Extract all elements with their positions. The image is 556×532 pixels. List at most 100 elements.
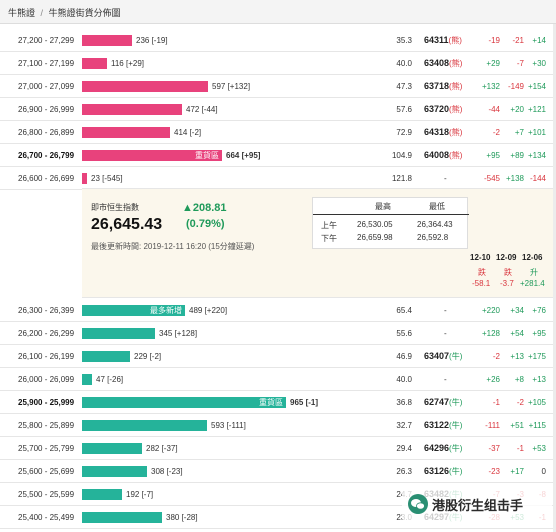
- volume-bar: [82, 489, 122, 500]
- volume-bar: 最多新增: [82, 305, 185, 316]
- warrant-type: (熊): [449, 59, 463, 68]
- breadcrumb-item-cbbc[interactable]: 牛熊證: [8, 8, 36, 18]
- warrant-code-link[interactable]: 63126(牛): [424, 466, 462, 477]
- last-updated: 最後更新時間: 2019-12-11 16:20 (15分鐘延遲): [91, 242, 255, 251]
- volume-count: 965 [-1]: [290, 398, 319, 407]
- daily-change-3: +30: [532, 59, 546, 68]
- volume-bar: 重貨區: [82, 150, 222, 161]
- warrant-type: (牛): [449, 352, 463, 361]
- table-row: 25,900 - 25,999 重貨區 965 [-1] 36.8 62747(牛) -1…: [0, 392, 556, 414]
- date-direction-3: 升: [530, 268, 538, 277]
- date-value-1: -58.1: [472, 279, 491, 288]
- daily-change-3: +101: [527, 128, 546, 137]
- daily-change-3: +134: [527, 151, 546, 160]
- daily-change-1: +26: [486, 375, 500, 384]
- wechat-logo-icon: [408, 494, 428, 514]
- daily-change-1: -1: [492, 398, 500, 407]
- index-value: 26,645.43: [91, 216, 163, 233]
- volume-count: 308 [-23]: [151, 467, 183, 476]
- low-header: 最低: [429, 202, 445, 211]
- session-afternoon: 下午: [321, 234, 337, 243]
- daily-change-3: +105: [527, 398, 546, 407]
- volume-count: 414 [-2]: [174, 128, 202, 137]
- daily-change-2: -1: [516, 444, 524, 453]
- date-header-1: 12-10: [470, 253, 491, 262]
- daily-change-1: -2: [492, 352, 500, 361]
- warrant-code: 63122: [424, 420, 450, 430]
- warrant-type: (熊): [448, 36, 462, 45]
- warrant-code-link[interactable]: 63122(牛): [424, 420, 462, 431]
- price-range: 26,700 - 26,799: [18, 151, 75, 160]
- volume-count: 116 [+29]: [111, 59, 144, 68]
- daily-change-2: -149: [507, 82, 524, 91]
- daily-change-2: +20: [510, 105, 524, 114]
- daily-change-3: -144: [529, 174, 546, 183]
- warrant-code-link[interactable]: 64296(牛): [424, 443, 462, 454]
- volume-bar: [82, 443, 142, 454]
- warrant-type: (熊): [449, 128, 463, 137]
- warrant-code-link[interactable]: 63408(熊): [424, 58, 462, 69]
- volume-bar: [82, 351, 130, 362]
- warrant-code: 63718: [424, 81, 450, 91]
- table-row: 27,100 - 27,199 116 [+29] 40.0 63408(熊) +29 -…: [0, 53, 556, 75]
- warrant-code-link[interactable]: 63720(熊): [424, 104, 462, 115]
- volume-bar: [82, 35, 132, 46]
- hsi-index-panel: 即市恒生指數 26,645.43 ▲208.81 (0.79%) 最後更新時間:…: [82, 188, 556, 298]
- warrant-code: 63126: [424, 466, 450, 476]
- volume-count: 489 [+220]: [189, 306, 228, 315]
- daily-change-3: +14: [532, 36, 546, 45]
- price-range: 25,900 - 25,999: [18, 398, 75, 407]
- volume-count: 282 [-37]: [146, 444, 178, 453]
- warrant-code-link[interactable]: 63718(熊): [424, 81, 462, 92]
- breadcrumb: 牛熊證 / 牛熊證街貨分佈圖: [0, 0, 556, 24]
- price-range: 27,000 - 27,099: [18, 82, 75, 91]
- daily-change-1: +132: [481, 82, 500, 91]
- daily-change-1: +95: [486, 151, 500, 160]
- daily-change-2: +7: [514, 128, 524, 137]
- table-row: 25,600 - 25,699 308 [-23] 26.3 63126(牛) -23 +…: [0, 461, 556, 483]
- warrant-code-empty: -: [444, 375, 447, 384]
- date-value-3: +281.4: [520, 279, 545, 288]
- table-row: 26,300 - 26,399 最多新增 489 [+220] 65.4 - +220 +3…: [0, 300, 556, 322]
- scrollbar[interactable]: [553, 24, 556, 532]
- table-row: 26,800 - 26,899 414 [-2] 72.9 64318(熊) -2 +7 +…: [0, 122, 556, 144]
- daily-change-2: +17: [510, 467, 524, 476]
- volume-count: 664 [+95]: [226, 151, 261, 160]
- daily-change-3: +76: [532, 306, 546, 315]
- morning-low: 26,364.43: [417, 220, 453, 229]
- warrant-code: 64318: [424, 127, 450, 137]
- daily-change-1: -545: [483, 174, 500, 183]
- date-direction-1: 跌: [478, 268, 486, 277]
- warrant-type: (熊): [449, 82, 463, 91]
- multiplier: 57.6: [396, 105, 412, 114]
- date-direction-2: 跌: [504, 268, 512, 277]
- volume-bar: [82, 58, 107, 69]
- multiplier: 46.9: [396, 352, 412, 361]
- table-row: 26,600 - 26,699 23 [-545] 121.8 - -545 +138 -1…: [0, 168, 556, 190]
- warrant-code: 63407: [424, 351, 450, 361]
- daily-change-3: +13: [532, 375, 546, 384]
- watermark-text: 港股衍生组击手: [432, 498, 524, 513]
- price-range: 25,500 - 25,599: [18, 490, 75, 499]
- warrant-code-link[interactable]: 62747(牛): [424, 397, 462, 408]
- warrant-type: (牛): [449, 444, 463, 453]
- warrant-code: 63720: [424, 104, 450, 114]
- warrant-code-link[interactable]: 64311(熊): [424, 35, 462, 46]
- volume-count: 192 [-7]: [126, 490, 154, 499]
- afternoon-low: 26,592.8: [417, 233, 449, 242]
- price-range: 25,800 - 25,899: [18, 421, 75, 430]
- warrant-code-link[interactable]: 64008(熊): [424, 150, 462, 161]
- daily-change-2: -7: [516, 59, 524, 68]
- warrant-code-link[interactable]: 63407(牛): [424, 351, 462, 362]
- afternoon-high: 26,659.98: [357, 233, 393, 242]
- high-low-table: 最高 最低 上午 26,530.05 26,364.43 下午 26,659.9…: [312, 197, 469, 249]
- price-range: 26,300 - 26,399: [18, 306, 75, 315]
- warrant-type: (牛): [449, 421, 463, 430]
- warrant-code-link[interactable]: 64318(熊): [424, 127, 462, 138]
- volume-count: 472 [-44]: [186, 105, 218, 114]
- volume-bar: [82, 81, 208, 92]
- volume-bar: 重貨區: [82, 397, 286, 408]
- daily-change-3: +115: [528, 421, 546, 430]
- volume-count: 380 [-28]: [166, 513, 198, 522]
- warrant-type: (熊): [449, 151, 463, 160]
